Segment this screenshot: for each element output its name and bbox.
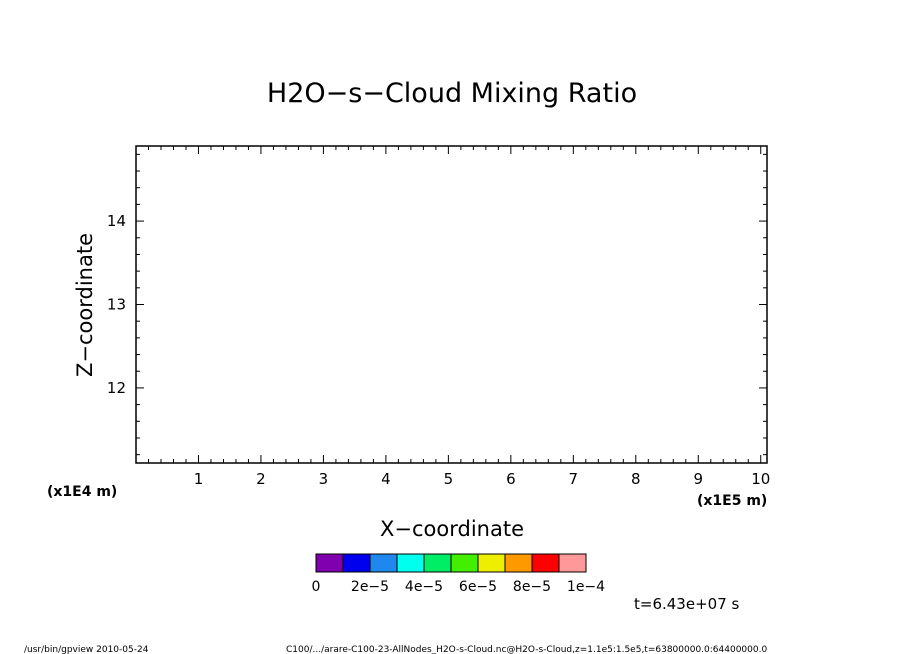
x-axis-title: X−coordinate — [380, 517, 524, 541]
colorbar-swatch — [315, 553, 344, 573]
colorbar-swatch — [558, 553, 587, 573]
colorbar-label: 2e−5 — [351, 579, 389, 595]
colorbar-label: 6e−5 — [459, 579, 497, 595]
colorbar-swatch — [369, 553, 398, 573]
colorbar-swatch — [504, 553, 533, 573]
x-tick-label: 6 — [506, 470, 516, 488]
colorbar-label: 0 — [312, 579, 321, 595]
x-tick-label: 4 — [381, 470, 391, 488]
x-tick-labels: 1 2 3 4 5 6 7 8 9 10 — [194, 470, 771, 488]
x-tick-label: 2 — [256, 470, 266, 488]
y-tick-labels: 12 13 14 — [107, 212, 126, 397]
colorbar-swatch — [342, 553, 371, 573]
axis-ticks — [135, 146, 767, 463]
x-tick-label: 7 — [569, 470, 579, 488]
x-unit-label: (x1E5 m) — [697, 493, 767, 509]
x-tick-label: 5 — [444, 470, 454, 488]
x-tick-label: 8 — [631, 470, 641, 488]
colorbar-label: 4e−5 — [405, 579, 443, 595]
x-tick-label: 3 — [319, 470, 329, 488]
colorbar-swatch — [477, 553, 506, 573]
footer-right: C100/.../arare-C100-23-AllNodes_H2O-s-Cl… — [286, 645, 767, 654]
colorbar-label: 1e−4 — [567, 579, 605, 595]
colorbar-swatch — [423, 553, 452, 573]
colorbar-label: 8e−5 — [513, 579, 551, 595]
colorbar-swatch — [531, 553, 560, 573]
y-tick-label: 12 — [107, 379, 126, 397]
colorbar-swatch — [450, 553, 479, 573]
time-label: t=6.43e+07 s — [634, 595, 740, 613]
y-unit-label: (x1E4 m) — [47, 484, 117, 500]
y-axis-title: Z−coordinate — [73, 233, 97, 377]
colorbar — [315, 553, 587, 573]
x-tick-label: 9 — [694, 470, 704, 488]
x-tick-label: 10 — [751, 470, 770, 488]
x-tick-label: 1 — [194, 470, 204, 488]
colorbar-labels: 0 2e−5 4e−5 6e−5 8e−5 1e−4 — [312, 579, 606, 595]
plot-frame — [135, 145, 768, 464]
y-tick-label: 14 — [107, 212, 126, 230]
colorbar-swatch — [396, 553, 425, 573]
y-tick-label: 13 — [107, 296, 126, 314]
footer-left: /usr/bin/gpview 2010-05-24 — [24, 645, 149, 654]
chart-title: H2O−s−Cloud Mixing Ratio — [267, 78, 637, 109]
